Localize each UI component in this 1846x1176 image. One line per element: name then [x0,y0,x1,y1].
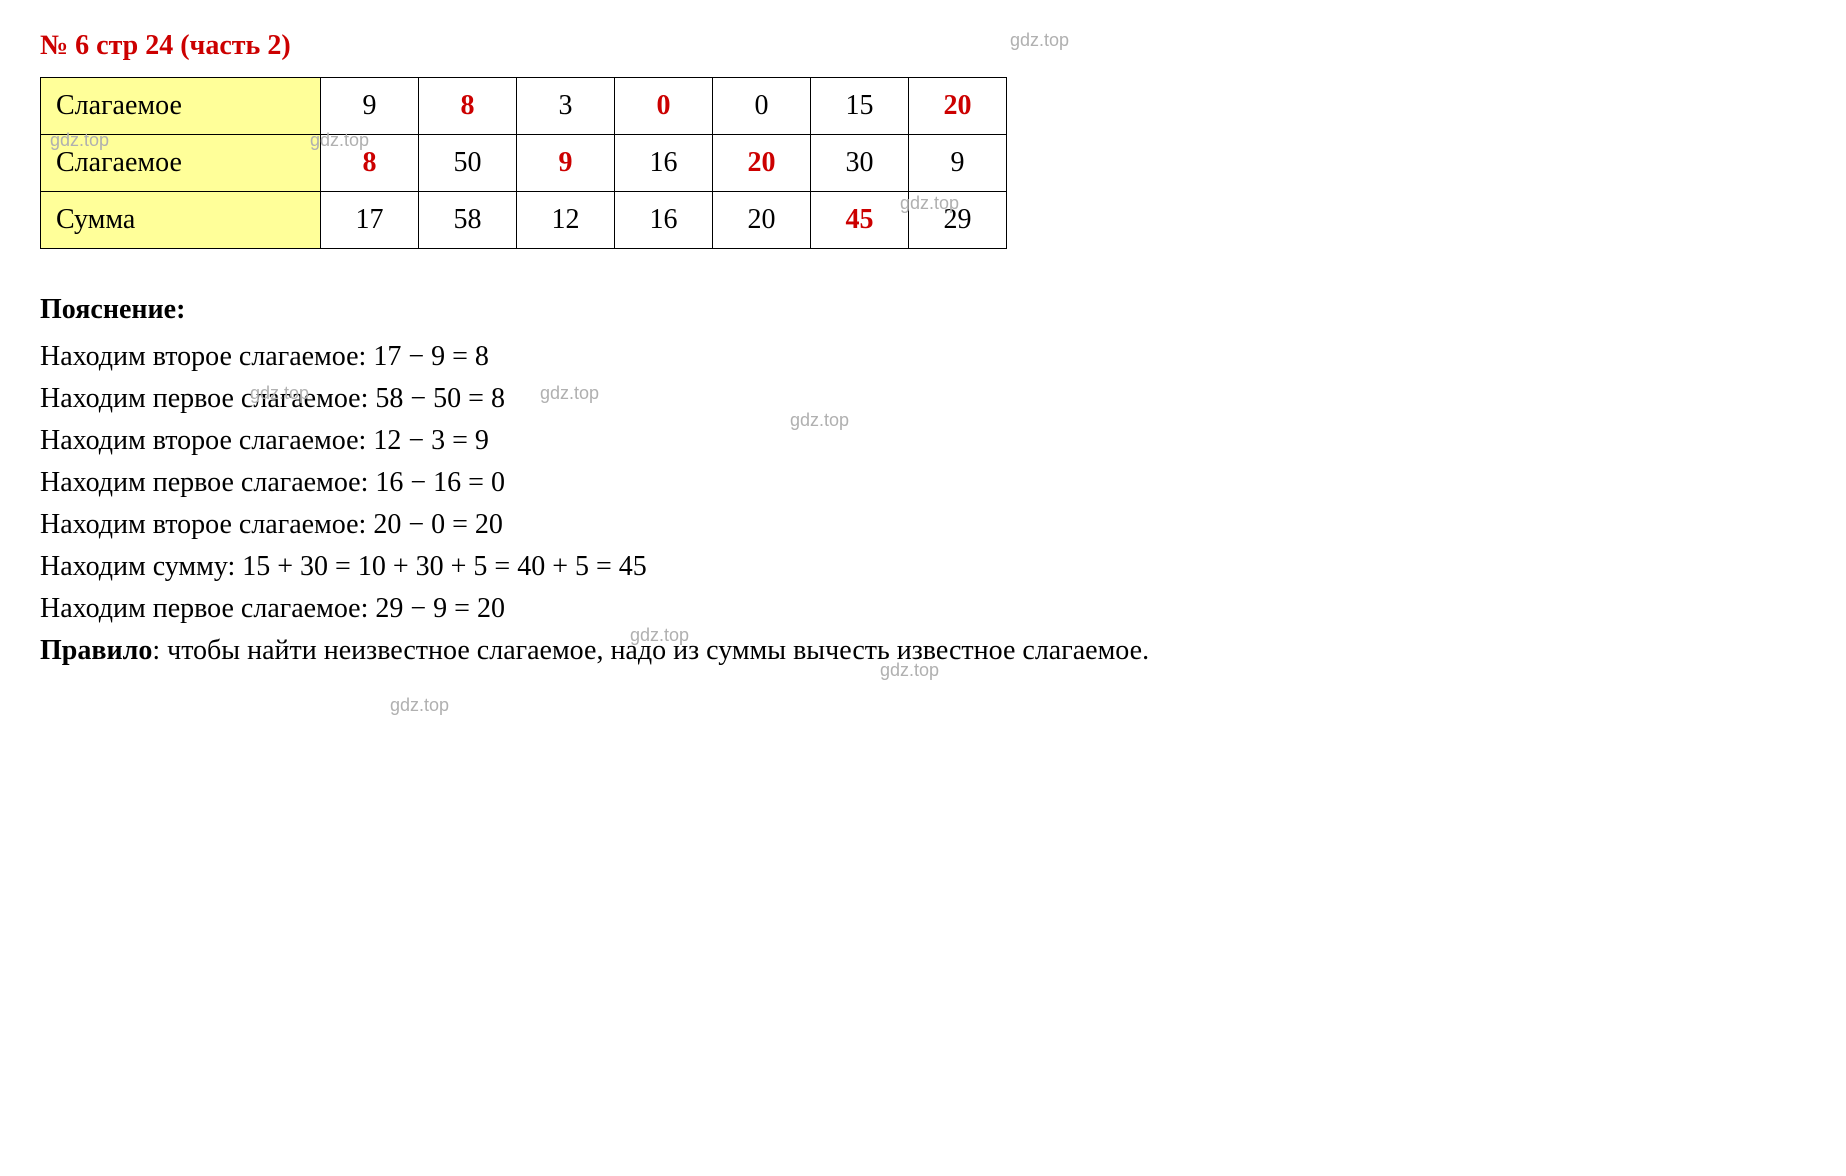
table-row: Слагаемое 8 50 9 16 20 30 9 [41,135,1007,192]
table-cell: 0 [713,78,811,135]
watermark: gdz.top [390,695,449,716]
explanation-heading: Пояснение: [40,289,1806,331]
table-cell: 50 [419,135,517,192]
table-cell: 17 [321,192,419,249]
table-cell: 8 [321,135,419,192]
explanation-line: Находим второе слагаемое: 20 − 0 = 20 [40,504,1806,546]
table-cell: 45 [811,192,909,249]
table-cell: 29 [909,192,1007,249]
table-cell: 9 [321,78,419,135]
table-cell: 16 [615,192,713,249]
table-cell: 12 [517,192,615,249]
table-cell: 3 [517,78,615,135]
table-cell: 20 [713,135,811,192]
explanation-line: Находим первое слагаемое: 16 − 16 = 0 [40,462,1806,504]
explanation-line: Находим второе слагаемое: 12 − 3 = 9 [40,420,1806,462]
rule-label: Правило [40,635,152,666]
table-cell: 20 [713,192,811,249]
table-row: Сумма 17 58 12 16 20 45 29 [41,192,1007,249]
explanation-line: Находим второе слагаемое: 17 − 9 = 8 [40,336,1806,378]
table-cell: 0 [615,78,713,135]
explanation-line: Находим сумму: 15 + 30 = 10 + 30 + 5 = 4… [40,546,1806,588]
table-cell: 9 [517,135,615,192]
row-header: Сумма [41,192,321,249]
rule-text: : чтобы найти неизвестное слагаемое, над… [152,635,1149,666]
table-cell: 15 [811,78,909,135]
table-cell: 9 [909,135,1007,192]
table-cell: 16 [615,135,713,192]
explanation-line: Находим первое слагаемое: 29 − 9 = 20 [40,588,1806,630]
rule-line: Правило: чтобы найти неизвестное слагаем… [40,630,1806,672]
table-cell: 20 [909,78,1007,135]
math-table: Слагаемое 9 8 3 0 0 15 20 Слагаемое 8 50… [40,77,1007,249]
table-row: Слагаемое 9 8 3 0 0 15 20 [41,78,1007,135]
explanation-line: Находим первое слагаемое: 58 − 50 = 8 [40,378,1806,420]
table-cell: 30 [811,135,909,192]
table-cell: 58 [419,192,517,249]
row-header: Слагаемое [41,135,321,192]
explanation-block: Пояснение: Находим второе слагаемое: 17 … [40,289,1806,672]
page-title: № 6 стр 24 (часть 2) [40,30,1806,62]
table-body: Слагаемое 9 8 3 0 0 15 20 Слагаемое 8 50… [41,78,1007,249]
table-cell: 8 [419,78,517,135]
row-header: Слагаемое [41,78,321,135]
